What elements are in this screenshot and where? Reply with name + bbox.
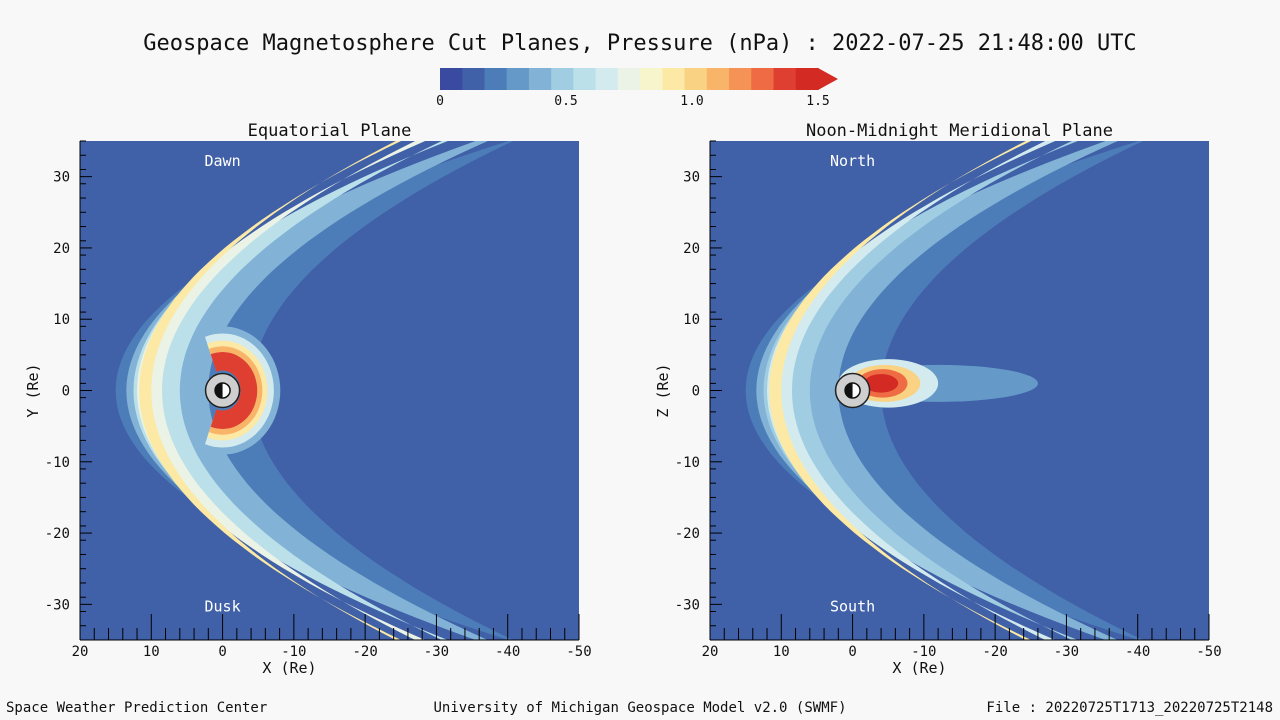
x-tick-label: 0 [848,644,856,660]
y-tick-label: -30 [675,597,700,613]
colorbar-swatch [484,68,508,90]
colorbar-swatch [573,68,597,90]
y-tick-label: -10 [675,455,700,471]
colorbar-swatch [617,68,641,90]
colorbar-tick-label: 1.0 [680,94,703,109]
y-axis-label: Y (Re) [24,363,42,417]
panel-equatorial: Equatorial Plane 20 10 0 -10 -20 -30 -40 -50 30 20… [24,121,592,677]
colorbar-swatch [706,68,730,90]
y-tick-label: -30 [45,597,70,613]
colorbar-swatch [440,68,463,90]
annotation-top: North [830,152,875,170]
ring-current-band [210,352,258,429]
y-tick-label: 0 [692,384,700,400]
colorbar-swatch [506,68,530,90]
colorbar-arrow [818,68,838,90]
y-tick-label: -20 [45,526,70,542]
colorbar-swatch [528,68,552,90]
y-tick-label: 0 [62,384,70,400]
panel-title: Noon-Midnight Meridional Plane [806,121,1113,141]
colorbar: 0 0.5 1.0 1.5 [436,68,838,109]
x-tick-label: -40 [495,644,520,660]
heatmap-field [80,141,579,640]
panel-meridional: Noon-Midnight Meridional Plane 20 10 0 -10 -2… [654,121,1222,677]
colorbar-tick-label: 0.5 [554,94,577,109]
footer-right: File : 20220725T1713_20220725T2148 [986,700,1273,716]
x-tick-label: -10 [281,644,306,660]
x-tick-label: -10 [911,644,936,660]
annotation-top: Dawn [205,152,241,170]
y-tick-label: 10 [683,312,700,328]
colorbar-swatch [462,68,486,90]
annotation-bottom: Dusk [205,597,241,615]
x-tick-label: 0 [218,644,226,660]
colorbar-swatch [640,68,663,90]
footer-left: Space Weather Prediction Center [6,700,267,716]
y-tick-label: 20 [683,241,700,257]
x-tick-label: -20 [982,644,1007,660]
panel-title: Equatorial Plane [248,121,412,141]
annotation-bottom: South [830,597,875,615]
colorbar-swatch [751,68,775,90]
x-tick-label: -50 [1196,644,1221,660]
colorbar-swatch [662,68,686,90]
x-tick-label: 20 [72,644,89,660]
colorbar-tick-label: 1.5 [806,94,829,109]
colorbar-swatch [729,68,752,90]
y-tick-label: 20 [53,241,70,257]
y-axis-label: Z (Re) [654,363,672,417]
x-tick-label: 10 [143,644,160,660]
y-tick-label: 30 [683,170,700,186]
x-axis-label: X (Re) [262,659,316,677]
x-tick-label: -20 [352,644,377,660]
footer-center: University of Michigan Geospace Model v2… [433,700,846,716]
y-tick-label: -20 [675,526,700,542]
figure-title: Geospace Magnetosphere Cut Planes, Press… [143,31,1136,56]
earth-night-side [215,383,223,398]
colorbar-swatch [684,68,708,90]
colorbar-swatch [795,68,819,90]
colorbar-swatch [773,68,797,90]
x-tick-label: -40 [1125,644,1150,660]
y-tick-label: -10 [45,455,70,471]
x-tick-label: -50 [566,644,591,660]
colorbar-swatch [551,68,575,90]
y-tick-label: 10 [53,312,70,328]
x-tick-label: 20 [702,644,719,660]
earth-night-side [845,383,853,398]
x-tick-label: -30 [424,644,449,660]
y-tick-label: 30 [53,170,70,186]
colorbar-swatch [595,68,619,90]
x-tick-label: -30 [1054,644,1079,660]
x-axis-label: X (Re) [892,659,946,677]
heatmap-field [710,141,1209,640]
colorbar-tick-label: 0 [436,94,444,109]
x-tick-label: 10 [773,644,790,660]
plasma-sheet-band [863,374,899,393]
